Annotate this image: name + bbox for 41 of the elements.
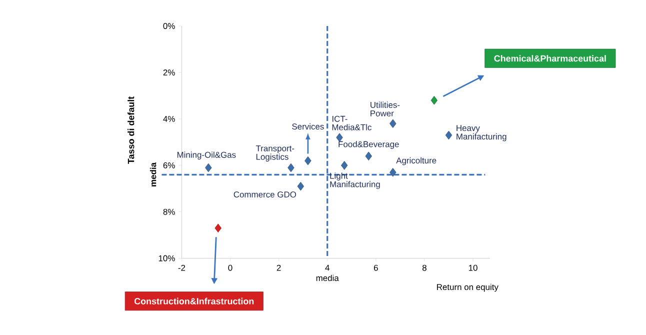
annotation: Agricolture bbox=[396, 157, 436, 166]
annotation: Mining-Oil&Gas bbox=[177, 152, 236, 160]
annotation: Services bbox=[292, 123, 324, 130]
point bbox=[288, 163, 294, 172]
x-tick-label: 0 bbox=[228, 264, 232, 271]
ref-line-label: media bbox=[150, 162, 156, 186]
point bbox=[304, 156, 312, 166]
point bbox=[336, 133, 343, 142]
x-tick-label: 6 bbox=[374, 264, 378, 271]
annotation: Transport-Logistics bbox=[256, 145, 294, 162]
x-tick-label: 2 bbox=[276, 264, 281, 271]
y-tick-label: 0% bbox=[163, 23, 175, 29]
point bbox=[430, 96, 438, 105]
annotation: Light Manifacturing bbox=[330, 172, 380, 189]
point bbox=[205, 163, 212, 172]
y-tick-label: 10% bbox=[158, 255, 175, 262]
x-tick-label: 10 bbox=[468, 264, 478, 271]
annotation: Utilities-Power bbox=[370, 102, 400, 116]
x-axis-title: Return on equity bbox=[437, 284, 498, 292]
text: Chemical&Pharmaceutical bbox=[494, 55, 606, 62]
text: Construction&Infrastruction bbox=[134, 298, 254, 304]
point bbox=[297, 182, 304, 191]
point bbox=[390, 119, 396, 128]
point bbox=[214, 224, 222, 233]
y-tick-label: 4% bbox=[163, 116, 175, 122]
point bbox=[390, 168, 396, 177]
y-tick-label: 6% bbox=[163, 162, 175, 168]
ref-line-label: media bbox=[316, 274, 339, 282]
annotation: Commerce GDO bbox=[234, 191, 296, 198]
point bbox=[365, 152, 372, 160]
x-tick-label: -2 bbox=[178, 264, 186, 271]
x-tick-label: 8 bbox=[422, 264, 426, 271]
annotation: Heavy Manifacturing bbox=[456, 125, 506, 142]
y-tick-label: 8% bbox=[163, 208, 175, 215]
annotation: ICT-Media&Tlc bbox=[332, 116, 372, 130]
y-axis-title: Tasso di default bbox=[128, 96, 134, 164]
x-tick-label: 4 bbox=[325, 264, 330, 271]
point bbox=[341, 160, 348, 170]
y-tick-label: 2% bbox=[163, 69, 175, 76]
point bbox=[445, 130, 452, 140]
annotation: Food&Beverage bbox=[338, 140, 399, 149]
